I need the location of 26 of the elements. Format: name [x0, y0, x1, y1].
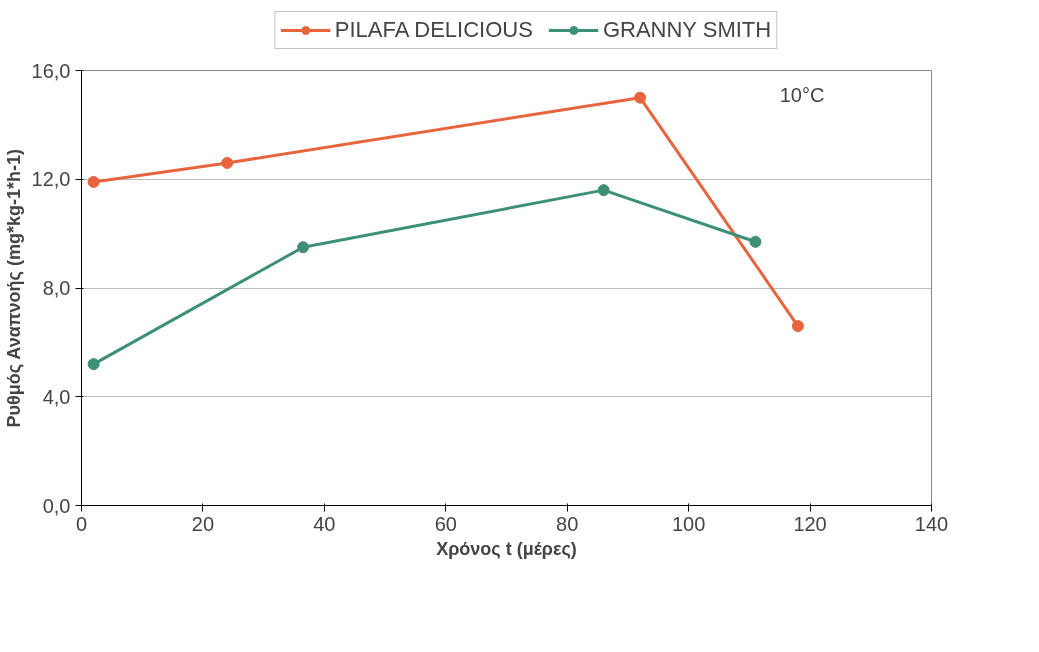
y-tick-label: 4,0 [42, 385, 71, 408]
x-tick-label: 0 [75, 512, 88, 535]
y-tick-label: 12,0 [31, 168, 71, 191]
point [791, 320, 804, 333]
point [221, 156, 234, 169]
x-tick-label: 80 [556, 512, 579, 535]
point [597, 184, 610, 197]
x-tick-label: 20 [191, 512, 215, 535]
x-tick-label: 140 [914, 512, 949, 535]
y-tick-label: 0,0 [42, 494, 71, 517]
y-tick-label: 16,0 [31, 59, 71, 82]
point [87, 175, 100, 188]
x-tick-label: 40 [313, 512, 336, 535]
y-tick-label: 8,0 [42, 277, 71, 299]
legend-label: PILAFA DELICIOUS [334, 17, 533, 43]
point [87, 358, 100, 371]
y-axis-title: Ρυθμός Αναπνοής (mg*kg-1*h-1) [3, 149, 24, 428]
x-tick-label: 120 [793, 512, 827, 535]
legend-label: GRANNY SMITH [602, 17, 772, 43]
x-tick-label: 60 [434, 512, 457, 535]
point [749, 235, 762, 248]
x-tick-label: 100 [671, 512, 706, 535]
annotation: 10°C [779, 83, 825, 106]
x-axis-title: Χρόνος t (μέρες) [436, 538, 577, 559]
point [297, 241, 310, 254]
point [634, 91, 647, 104]
